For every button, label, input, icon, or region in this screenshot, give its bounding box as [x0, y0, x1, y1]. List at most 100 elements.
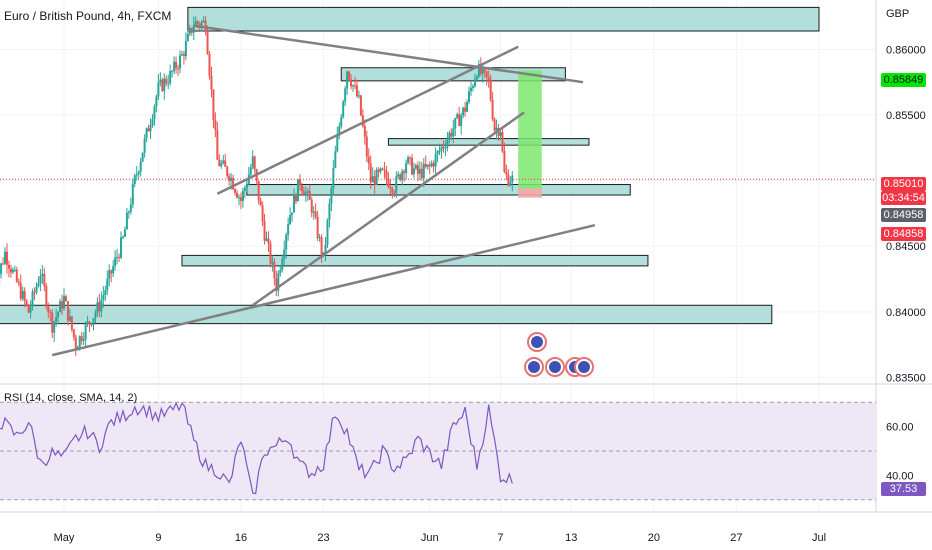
candle-body — [114, 257, 117, 267]
candle-body — [4, 251, 7, 264]
candle-body — [192, 25, 195, 33]
candle-body — [361, 115, 364, 126]
candle-body — [232, 177, 235, 190]
y-tick-label: 0.83500 — [886, 372, 926, 384]
candle-body — [59, 301, 62, 313]
candle-body — [397, 174, 400, 177]
candle-body — [155, 96, 158, 107]
candle-body — [149, 125, 152, 132]
candle-body — [182, 54, 185, 57]
candle-body — [336, 135, 339, 152]
x-tick-label: 23 — [317, 532, 329, 544]
candle-body — [316, 216, 319, 239]
y-tick-label: 0.84500 — [886, 241, 926, 253]
candle-body — [251, 156, 254, 168]
candle-body — [63, 296, 65, 309]
candle-body — [236, 192, 239, 198]
candle-body — [5, 251, 8, 265]
candle-body — [353, 85, 356, 87]
candle-body — [320, 237, 323, 255]
candle-body — [218, 159, 221, 167]
candle-body — [350, 79, 353, 87]
candle-body — [348, 71, 351, 80]
candle-body — [21, 291, 24, 299]
candle-body — [179, 55, 182, 69]
candle-body — [159, 79, 162, 83]
candle-body — [78, 336, 81, 348]
candle-body — [23, 291, 26, 301]
candle-body — [355, 85, 358, 97]
candle-body — [308, 191, 311, 200]
candle-body — [243, 187, 246, 192]
candle-body — [214, 120, 217, 131]
candle-body — [399, 174, 402, 180]
candle-body — [367, 156, 370, 164]
y-tick-label: 0.84000 — [886, 307, 926, 319]
candle-body — [328, 203, 331, 221]
candle-body — [466, 102, 469, 112]
candle-body — [253, 156, 256, 170]
candle-body — [25, 300, 28, 305]
candle-body — [188, 27, 191, 34]
candle-body — [220, 163, 223, 167]
candle-body — [2, 263, 5, 265]
candle-body — [304, 192, 307, 196]
candle-body — [112, 266, 115, 274]
candle-body — [127, 211, 130, 213]
candle-body — [129, 204, 132, 212]
candle-body — [322, 252, 325, 255]
candle-body — [287, 224, 290, 235]
x-tick-label: 27 — [730, 532, 742, 544]
candle-body — [505, 172, 508, 175]
candle-body — [88, 321, 91, 324]
candle-body — [222, 160, 225, 164]
candle-body — [352, 85, 355, 87]
candle-body — [401, 171, 404, 180]
candle-body — [479, 63, 482, 74]
candle-body — [263, 221, 266, 241]
candle-body — [157, 82, 160, 97]
candle-body — [0, 263, 3, 274]
trendline — [193, 24, 584, 84]
event-flag-icon — [531, 336, 543, 348]
candle-body — [267, 238, 270, 244]
support-resistance-zone — [181, 254, 649, 267]
x-tick-label: Jul — [812, 532, 826, 544]
candle-body — [393, 192, 396, 194]
candle-body — [416, 165, 419, 174]
candle-body — [275, 278, 278, 291]
candle-body — [312, 211, 315, 213]
candle-body — [84, 324, 87, 340]
candle-body — [116, 256, 119, 258]
candle-body — [481, 67, 484, 74]
candle-body — [31, 291, 34, 307]
candle-body — [123, 229, 126, 237]
candle-body — [379, 168, 382, 172]
candle-body — [430, 163, 433, 167]
candle-body — [507, 174, 510, 186]
candle-body — [180, 54, 183, 56]
candle-body — [444, 147, 447, 149]
candle-body — [41, 273, 44, 277]
candle-body — [11, 269, 14, 273]
candle-body — [19, 282, 22, 299]
event-flag-icon — [549, 361, 561, 373]
candle-body — [422, 163, 425, 179]
candle-body — [125, 212, 128, 230]
candle-body — [82, 339, 85, 341]
candle-body — [338, 126, 341, 136]
candle-body — [289, 215, 292, 225]
x-tick-label: 13 — [565, 532, 577, 544]
candle-body — [190, 27, 193, 33]
candle-body — [314, 211, 317, 217]
candle-body — [279, 270, 282, 274]
y-tick-label: 0.86000 — [886, 44, 926, 56]
candle-body — [245, 184, 248, 188]
candle-body — [161, 79, 164, 91]
candle-body — [438, 150, 441, 152]
target-box — [518, 70, 542, 189]
candle-body — [487, 77, 490, 80]
candle-body — [493, 119, 496, 131]
candle-body — [139, 161, 142, 172]
event-flag-icon — [528, 361, 540, 373]
